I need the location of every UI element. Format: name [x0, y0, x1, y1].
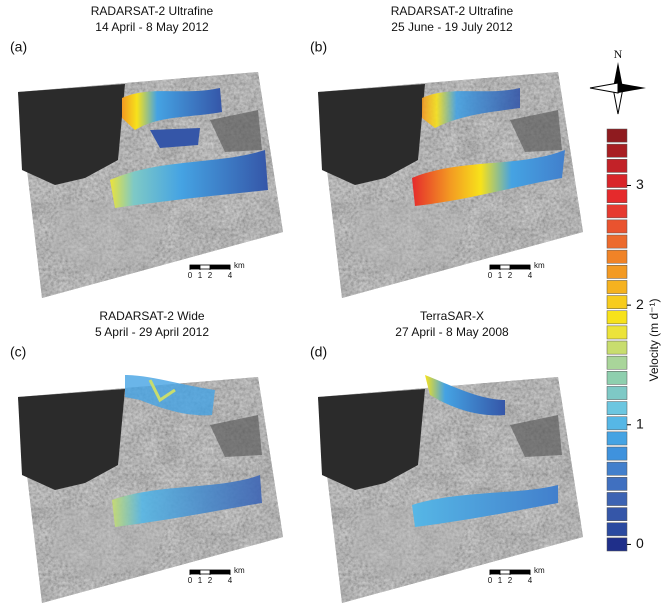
colorbar-tick-label: 3 [636, 176, 644, 192]
colorbar-swatch [606, 219, 628, 234]
colorbar-label: Velocity (m d⁻¹) [647, 298, 661, 381]
colorbar-swatch [606, 371, 628, 385]
colorbar-swatch [606, 492, 628, 506]
panel-title: RADARSAT-2 Ultrafine [391, 4, 514, 18]
glacier-velocity [412, 485, 558, 527]
scale-bar-label: 0 [188, 271, 193, 280]
north-label: N [614, 47, 623, 61]
colorbar-swatch [606, 249, 628, 264]
panel-label: (c) [10, 344, 26, 360]
colorbar-swatch [606, 416, 628, 431]
colorbar-swatch [606, 159, 628, 173]
scale-bar-label: 4 [228, 271, 233, 280]
colorbar-swatch [606, 386, 628, 400]
scale-bar-label: 0 [188, 576, 193, 585]
scale-bar-label: 4 [228, 576, 233, 585]
scale-bar-segment [190, 265, 200, 269]
colorbar-swatch [606, 340, 628, 355]
panel-map [18, 375, 283, 603]
glacier-velocity [110, 150, 268, 208]
scale-bar-label: 4 [528, 576, 533, 585]
scale-bar-unit: km [534, 566, 545, 575]
colorbar-swatch [606, 477, 628, 491]
scale-bar-label: 0 [488, 271, 493, 280]
panel-map [18, 72, 283, 298]
colorbar-swatch [606, 507, 628, 521]
scale-bar-unit: km [234, 566, 245, 575]
panel-label: (b) [310, 39, 327, 55]
scale-bar-label: 1 [198, 576, 203, 585]
colorbar-swatch [606, 295, 628, 309]
scale-bar-label: 1 [198, 271, 203, 280]
colorbar-swatch [606, 461, 628, 476]
scale-bar-segment [210, 265, 230, 269]
scale-bar-label: 0 [488, 576, 493, 585]
colorbar-swatch [606, 189, 628, 203]
panel-subtitle: 5 April - 29 April 2012 [95, 325, 209, 339]
scale-bar-segment [190, 570, 200, 574]
scale-bar-segment [490, 570, 500, 574]
scale-bar-unit: km [534, 261, 545, 270]
panel-title: RADARSAT-2 Wide [99, 309, 204, 323]
colorbar-swatch [606, 401, 628, 415]
scale-bar-label: 4 [528, 271, 533, 280]
scale-bar-label: 2 [508, 271, 513, 280]
panel-label: (d) [310, 344, 327, 360]
scale-bar-label: 1 [498, 271, 503, 280]
colorbar-swatch [606, 355, 628, 370]
scale-bar-label: 2 [208, 576, 213, 585]
scale-bar-label: 1 [498, 576, 503, 585]
colorbar-swatch [606, 446, 628, 461]
scale-bar-segment [490, 265, 500, 269]
colorbar-tick-label: 1 [636, 415, 644, 431]
panel-subtitle: 14 April - 8 May 2012 [95, 20, 209, 34]
colorbar-swatch [606, 310, 628, 325]
colorbar-swatch [606, 128, 628, 143]
scale-bar-segment [510, 570, 530, 574]
colorbar-swatch [606, 265, 628, 279]
glacier-velocity [122, 88, 222, 130]
panel-title: RADARSAT-2 Ultrafine [91, 4, 214, 18]
panel-subtitle: 27 April - 8 May 2008 [395, 325, 509, 339]
glacier-velocity [422, 88, 520, 128]
glacier-velocity [150, 128, 200, 148]
panel-label: (a) [10, 39, 27, 55]
colorbar-tick-label: 0 [636, 535, 644, 551]
scale-bar-unit: km [234, 261, 245, 270]
colorbar-tick-label: 2 [636, 296, 644, 312]
north-arrow: N [589, 47, 646, 115]
colorbar-swatch [606, 143, 628, 158]
colorbar-swatch [606, 280, 628, 294]
glacier-velocity [412, 150, 565, 206]
glacier-velocity [425, 375, 505, 416]
colorbar-swatch [606, 234, 628, 249]
panel-map [318, 72, 583, 298]
scale-bar-segment [210, 570, 230, 574]
colorbar-swatch [606, 204, 628, 219]
colorbar-swatch [606, 522, 628, 537]
panel-map [318, 375, 583, 603]
scale-bar-label: 2 [508, 576, 513, 585]
scale-bar-segment [510, 265, 530, 269]
glacier-velocity [125, 375, 215, 416]
colorbar-swatch [606, 325, 628, 340]
colorbar-swatch [606, 537, 628, 552]
colorbar-swatch [606, 174, 628, 188]
panel-title: TerraSAR-X [420, 309, 484, 323]
scale-bar-label: 2 [208, 271, 213, 280]
colorbar-swatch [606, 431, 628, 446]
panel-subtitle: 25 June - 19 July 2012 [391, 20, 513, 34]
glacier-velocity [112, 475, 262, 527]
